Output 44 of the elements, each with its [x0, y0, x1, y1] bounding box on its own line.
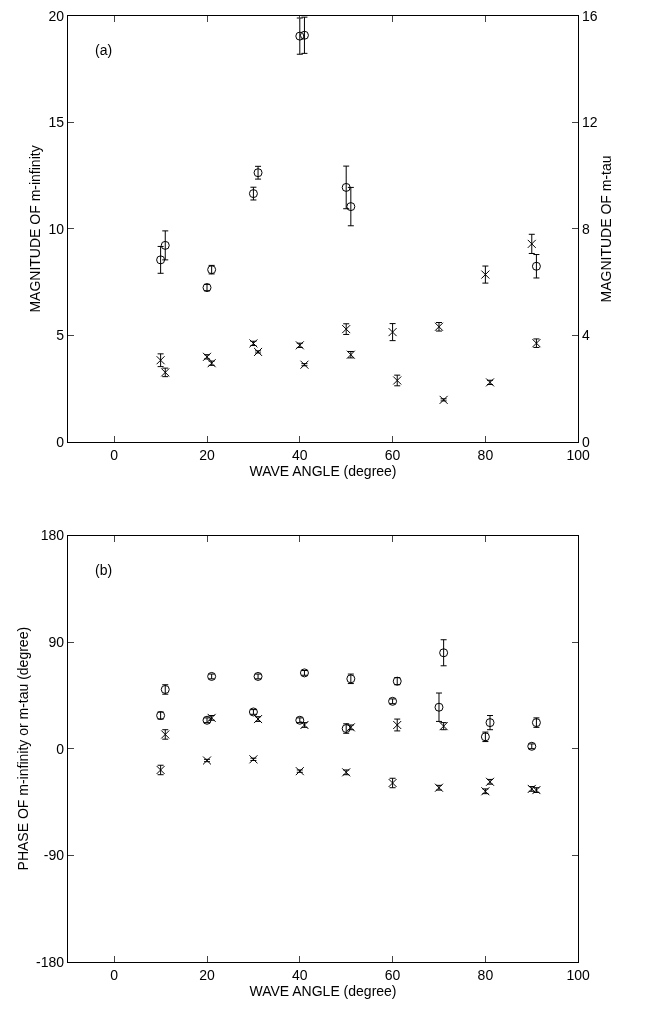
point	[439, 648, 449, 658]
x-tick-label: 100	[566, 966, 591, 983]
y-tick-label: 0	[56, 433, 65, 450]
x-tick-label: 80	[477, 966, 494, 983]
point	[531, 261, 541, 271]
y-tick-label: 180	[40, 527, 65, 544]
y-tick-label: 5	[56, 327, 65, 344]
point	[480, 270, 490, 280]
point	[527, 239, 537, 249]
point	[295, 31, 305, 41]
x-axis-title: WAVE ANGLE (degree)	[249, 982, 397, 999]
y-tick-label: 20	[48, 7, 65, 24]
point	[434, 702, 444, 712]
point	[341, 182, 351, 192]
y-tick-label: -90	[43, 847, 65, 864]
x-axis-title: WAVE ANGLE (degree)	[249, 462, 397, 479]
x-tick-label: 20	[199, 446, 216, 463]
y2-axis-title: MAGNITUDE OF m-tau	[598, 155, 615, 303]
point	[299, 30, 309, 40]
y-axis-title: PHASE OF m-infinity or m-tau (degree)	[14, 626, 31, 871]
y-tick-label: 90	[48, 634, 65, 651]
y-tick-label: 10	[48, 220, 65, 237]
y-axis-title: MAGNITUDE OF m-infinity	[27, 145, 44, 313]
x-tick-label: 60	[384, 966, 401, 983]
y-tick-label: -180	[36, 953, 65, 970]
y2-tick-label: 12	[581, 114, 598, 131]
x-tick-label: 0	[110, 446, 119, 463]
point	[388, 327, 398, 337]
x-tick-label: 0	[110, 966, 119, 983]
y-tick-label: 15	[48, 114, 65, 131]
point	[160, 240, 170, 250]
x-tick-label: 60	[384, 446, 401, 463]
x-tick-label: 80	[477, 446, 494, 463]
annotation: (a)	[95, 42, 113, 58]
x-tick-label: 40	[292, 966, 308, 983]
annotation: (b)	[95, 562, 113, 578]
y-tick-label: 0	[56, 740, 65, 757]
point	[346, 202, 356, 212]
x-tick-label: 40	[292, 446, 308, 463]
y2-tick-label: 16	[581, 7, 598, 24]
y2-tick-label: 4	[581, 327, 590, 344]
y2-tick-label: 8	[581, 220, 590, 237]
x-tick-label: 20	[199, 966, 216, 983]
point	[156, 255, 166, 265]
